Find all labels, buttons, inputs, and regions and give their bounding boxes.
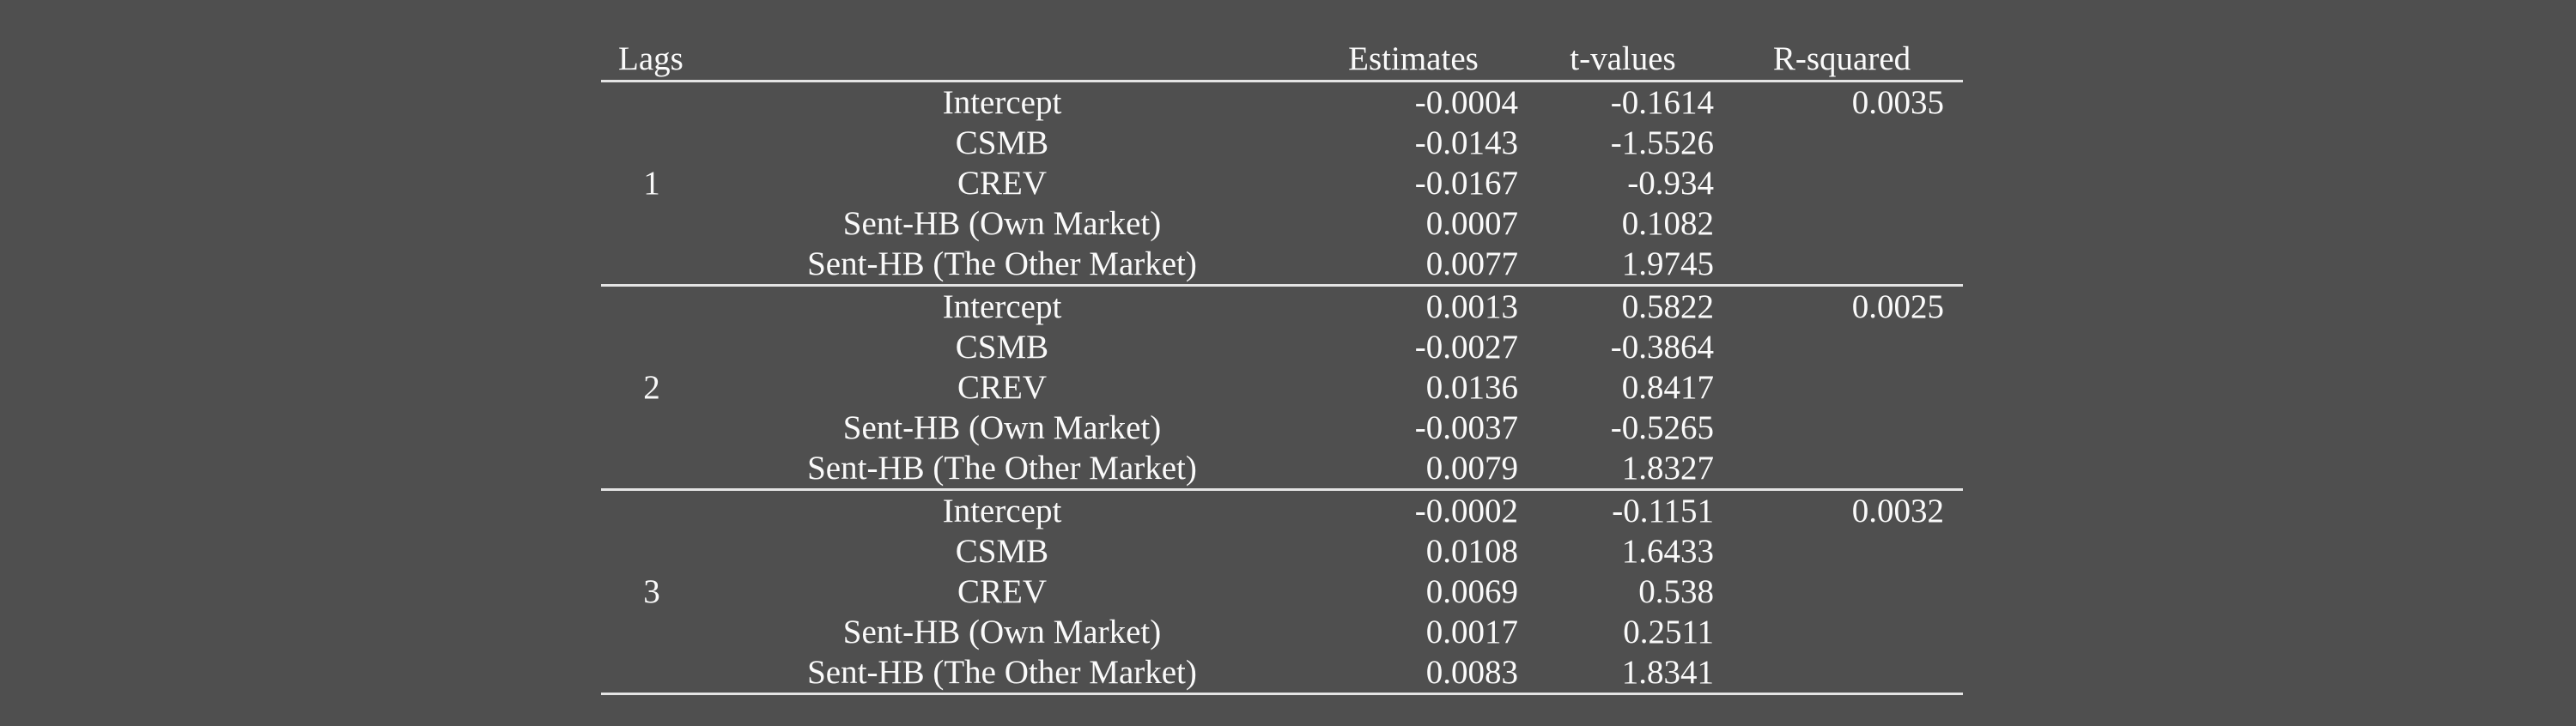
variable-cell: Sent-HB (Own Market)	[842, 409, 1162, 446]
col-header-variable	[702, 38, 1302, 82]
col-header-r-squared: R-squared	[1721, 38, 1963, 82]
variable-cell: CREV	[957, 573, 1047, 610]
tvalue-cell: -0.934	[1627, 165, 1714, 202]
tvalue-cell: 1.9745	[1525, 244, 1721, 287]
table-row: CSMB 0.0108 1.6433	[601, 531, 1963, 572]
lag-cell	[601, 652, 702, 695]
table-region: Lags Estimates t-values R-squared Interc…	[601, 38, 1963, 695]
tvalue-cell: 1.6433	[1621, 533, 1714, 570]
table-row: CSMB -0.0143 -1.5526	[601, 123, 1963, 163]
estimate-cell: 0.0017	[1425, 614, 1518, 650]
rsquared-cell	[1721, 612, 1963, 652]
tvalue-cell: 0.2511	[1623, 614, 1714, 650]
col-header-estimates: Estimates	[1302, 38, 1525, 82]
variable-cell: Intercept	[942, 288, 1062, 325]
estimate-cell: -0.0002	[1414, 493, 1518, 529]
tvalue-cell: -0.3864	[1610, 329, 1714, 366]
table-row: Sent-HB (The Other Market) 0.0083 1.8341	[601, 652, 1963, 695]
estimate-cell: -0.0027	[1414, 329, 1518, 366]
estimate-cell: 0.0136	[1425, 369, 1518, 406]
estimate-cell: -0.0004	[1414, 84, 1518, 121]
variable-cell: CSMB	[955, 533, 1049, 570]
lag-number-cell: 1	[643, 165, 660, 202]
estimate-cell: 0.0077	[1302, 244, 1525, 287]
lag-cell	[601, 82, 702, 124]
estimate-cell: 0.0007	[1425, 205, 1518, 242]
rsquared-cell: 0.0025	[1851, 288, 1944, 325]
col-header-t-values: t-values	[1525, 38, 1721, 82]
lag-number-cell: 3	[643, 573, 660, 610]
tvalue-cell: -0.1614	[1610, 84, 1714, 121]
rsquared-cell	[1721, 531, 1963, 572]
estimate-cell: 0.0013	[1425, 288, 1518, 325]
lag-number-cell: 2	[643, 369, 660, 406]
col-header-lags: Lags	[601, 38, 702, 82]
table-row: CSMB -0.0027 -0.3864	[601, 327, 1963, 367]
table-row: Intercept 0.0013 0.5822 0.0025	[601, 286, 1963, 328]
rsquared-cell	[1721, 652, 1963, 695]
variable-cell: CSMB	[955, 124, 1049, 161]
rsquared-cell: 0.0035	[1851, 84, 1944, 121]
estimate-cell: -0.0143	[1414, 124, 1518, 161]
table-row: Intercept -0.0002 -0.1151 0.0032	[601, 490, 1963, 532]
table-row: Sent-HB (The Other Market) 0.0077 1.9745	[601, 244, 1963, 287]
table-row: Intercept -0.0004 -0.1614 0.0035	[601, 82, 1963, 124]
lag-cell	[601, 531, 702, 572]
rsquared-cell	[1721, 123, 1963, 163]
variable-cell: Sent-HB (The Other Market)	[702, 652, 1302, 695]
rsquared-cell	[1721, 203, 1963, 244]
tvalue-cell: -0.5265	[1610, 409, 1714, 446]
tvalue-cell: -0.1151	[1612, 493, 1714, 529]
rsquared-cell	[1721, 572, 1963, 612]
tvalue-cell: 1.8327	[1525, 448, 1721, 491]
variable-cell: Intercept	[942, 493, 1062, 529]
estimate-cell: -0.0037	[1414, 409, 1518, 446]
table-row: Sent-HB (Own Market) 0.0017 0.2511	[601, 612, 1963, 652]
table-row: 1 CREV -0.0167 -0.934	[601, 163, 1963, 203]
estimate-cell: 0.0079	[1302, 448, 1525, 491]
lag-cell	[601, 408, 702, 448]
rsquared-cell	[1721, 244, 1963, 287]
regression-results-table: Lags Estimates t-values R-squared Interc…	[601, 38, 1963, 695]
rsquared-cell	[1721, 163, 1963, 203]
lag-cell	[601, 286, 702, 328]
tvalue-cell: 0.1082	[1621, 205, 1714, 242]
variable-cell: CSMB	[955, 329, 1049, 366]
table-header-row: Lags Estimates t-values R-squared	[601, 38, 1963, 82]
variable-cell: Sent-HB (The Other Market)	[702, 244, 1302, 287]
variable-cell: CREV	[957, 165, 1047, 202]
estimate-cell: -0.0167	[1414, 165, 1518, 202]
estimate-cell: 0.0083	[1302, 652, 1525, 695]
tvalue-cell: 1.8341	[1525, 652, 1721, 695]
rsquared-cell	[1721, 327, 1963, 367]
estimate-cell: 0.0069	[1425, 573, 1518, 610]
variable-cell: CREV	[957, 369, 1047, 406]
rsquared-cell	[1721, 408, 1963, 448]
variable-cell: Sent-HB (Own Market)	[842, 205, 1162, 242]
table-row: 2 CREV 0.0136 0.8417	[601, 367, 1963, 408]
lag-cell	[601, 244, 702, 287]
variable-cell: Intercept	[942, 84, 1062, 121]
variable-cell: Sent-HB (Own Market)	[842, 614, 1162, 650]
rsquared-cell	[1721, 448, 1963, 491]
estimate-cell: 0.0108	[1425, 533, 1518, 570]
tvalue-cell: 0.8417	[1621, 369, 1714, 406]
lag-cell	[601, 327, 702, 367]
lag-cell	[601, 203, 702, 244]
table-row: Sent-HB (The Other Market) 0.0079 1.8327	[601, 448, 1963, 491]
tvalue-cell: -1.5526	[1610, 124, 1714, 161]
table-row: 3 CREV 0.0069 0.538	[601, 572, 1963, 612]
lag-cell	[601, 448, 702, 491]
rsquared-cell: 0.0032	[1851, 493, 1944, 529]
tvalue-cell: 0.5822	[1621, 288, 1714, 325]
rsquared-cell	[1721, 367, 1963, 408]
variable-cell: Sent-HB (The Other Market)	[702, 448, 1302, 491]
table-row: Sent-HB (Own Market) -0.0037 -0.5265	[601, 408, 1963, 448]
lag-cell	[601, 490, 702, 532]
table-row: Sent-HB (Own Market) 0.0007 0.1082	[601, 203, 1963, 244]
tvalue-cell: 0.538	[1638, 573, 1714, 610]
lag-cell	[601, 612, 702, 652]
lag-cell	[601, 123, 702, 163]
